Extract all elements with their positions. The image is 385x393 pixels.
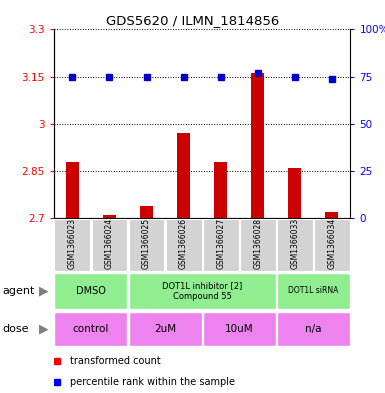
Text: ▶: ▶: [38, 284, 48, 298]
Text: GSM1366028: GSM1366028: [253, 218, 262, 269]
Bar: [240, 219, 276, 271]
Bar: [251, 73, 264, 218]
Bar: [55, 312, 127, 346]
Text: GSM1366023: GSM1366023: [68, 218, 77, 269]
Text: GSM1366027: GSM1366027: [216, 218, 225, 269]
Text: GSM1366034: GSM1366034: [327, 218, 336, 269]
Text: GSM1366025: GSM1366025: [142, 218, 151, 269]
Text: 10uM: 10uM: [225, 324, 253, 334]
Bar: [55, 273, 127, 309]
Text: n/a: n/a: [305, 324, 321, 334]
Bar: [203, 312, 276, 346]
Bar: [92, 219, 127, 271]
Bar: [129, 273, 276, 309]
Bar: [314, 219, 350, 271]
Bar: [129, 312, 201, 346]
Bar: [214, 162, 227, 218]
Text: dose: dose: [2, 324, 28, 334]
Bar: [288, 168, 301, 218]
Bar: [103, 215, 116, 218]
Bar: [166, 219, 201, 271]
Text: GSM1366033: GSM1366033: [290, 218, 299, 269]
Text: agent: agent: [2, 286, 34, 296]
Text: ▶: ▶: [38, 323, 48, 336]
Text: 2uM: 2uM: [154, 324, 176, 334]
Bar: [277, 219, 313, 271]
Text: GSM1366024: GSM1366024: [105, 218, 114, 269]
Bar: [203, 219, 239, 271]
Text: DOT1L inhibitor [2]
Compound 55: DOT1L inhibitor [2] Compound 55: [162, 281, 242, 301]
Text: transformed count: transformed count: [70, 356, 161, 366]
Bar: [55, 219, 90, 271]
Text: DOT1L siRNA: DOT1L siRNA: [288, 286, 338, 295]
Bar: [177, 133, 190, 218]
Text: GSM1366026: GSM1366026: [179, 218, 188, 269]
Bar: [277, 312, 350, 346]
Bar: [277, 273, 350, 309]
Bar: [66, 162, 79, 218]
Bar: [325, 212, 338, 218]
Bar: [140, 206, 153, 218]
Text: control: control: [73, 324, 109, 334]
Text: percentile rank within the sample: percentile rank within the sample: [70, 376, 235, 387]
Text: DMSO: DMSO: [76, 286, 106, 296]
Text: GDS5620 / ILMN_1814856: GDS5620 / ILMN_1814856: [106, 14, 279, 27]
Bar: [129, 219, 164, 271]
